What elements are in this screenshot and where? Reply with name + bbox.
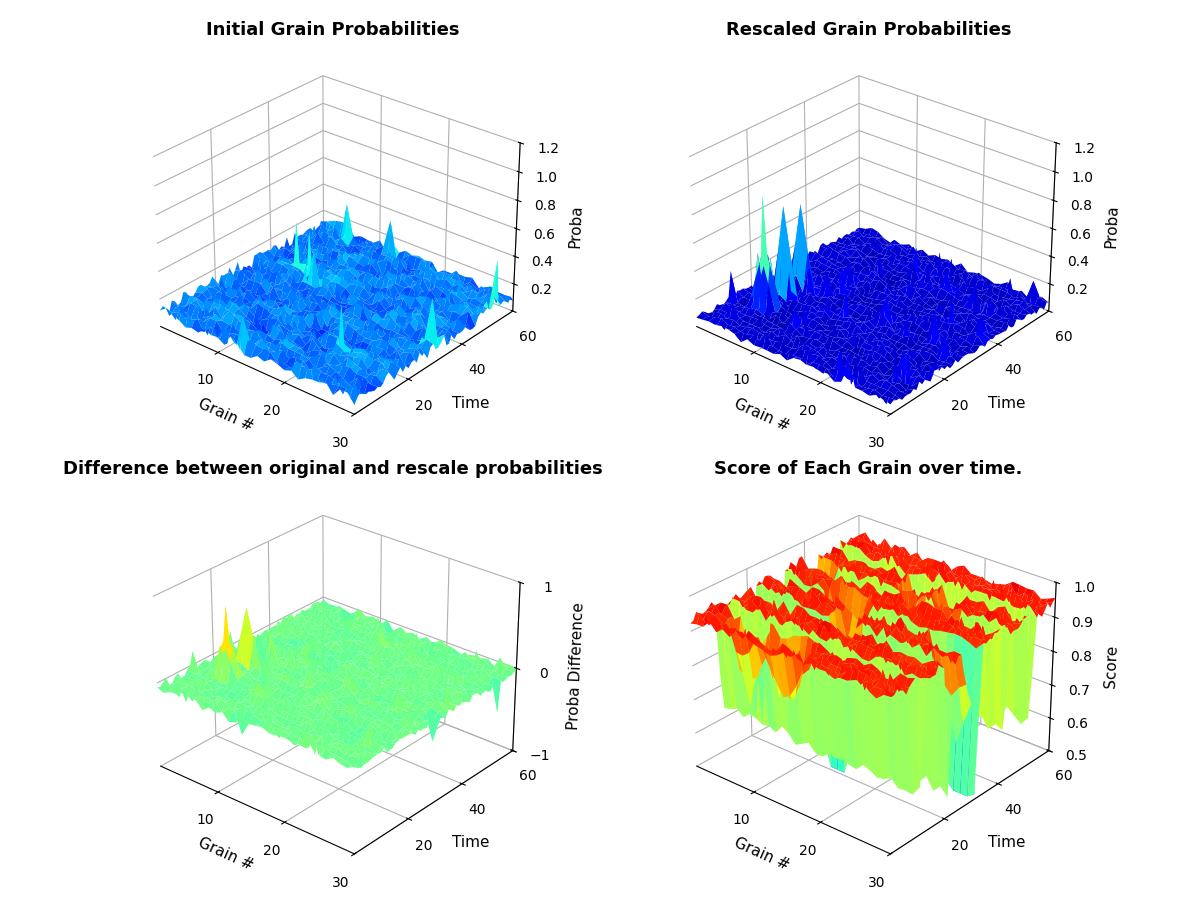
Y-axis label: Time: Time	[988, 396, 1026, 410]
Y-axis label: Time: Time	[988, 835, 1026, 850]
Y-axis label: Time: Time	[452, 835, 490, 850]
Title: Rescaled Grain Probabilities: Rescaled Grain Probabilities	[725, 21, 1011, 39]
X-axis label: Grain #: Grain #	[196, 396, 256, 434]
Y-axis label: Time: Time	[452, 396, 490, 410]
Title: Initial Grain Probabilities: Initial Grain Probabilities	[205, 21, 459, 39]
Title: Score of Each Grain over time.: Score of Each Grain over time.	[715, 461, 1023, 479]
Title: Difference between original and rescale probabilities: Difference between original and rescale …	[62, 461, 603, 479]
X-axis label: Grain #: Grain #	[731, 835, 791, 873]
X-axis label: Grain #: Grain #	[731, 396, 791, 434]
X-axis label: Grain #: Grain #	[196, 835, 256, 873]
